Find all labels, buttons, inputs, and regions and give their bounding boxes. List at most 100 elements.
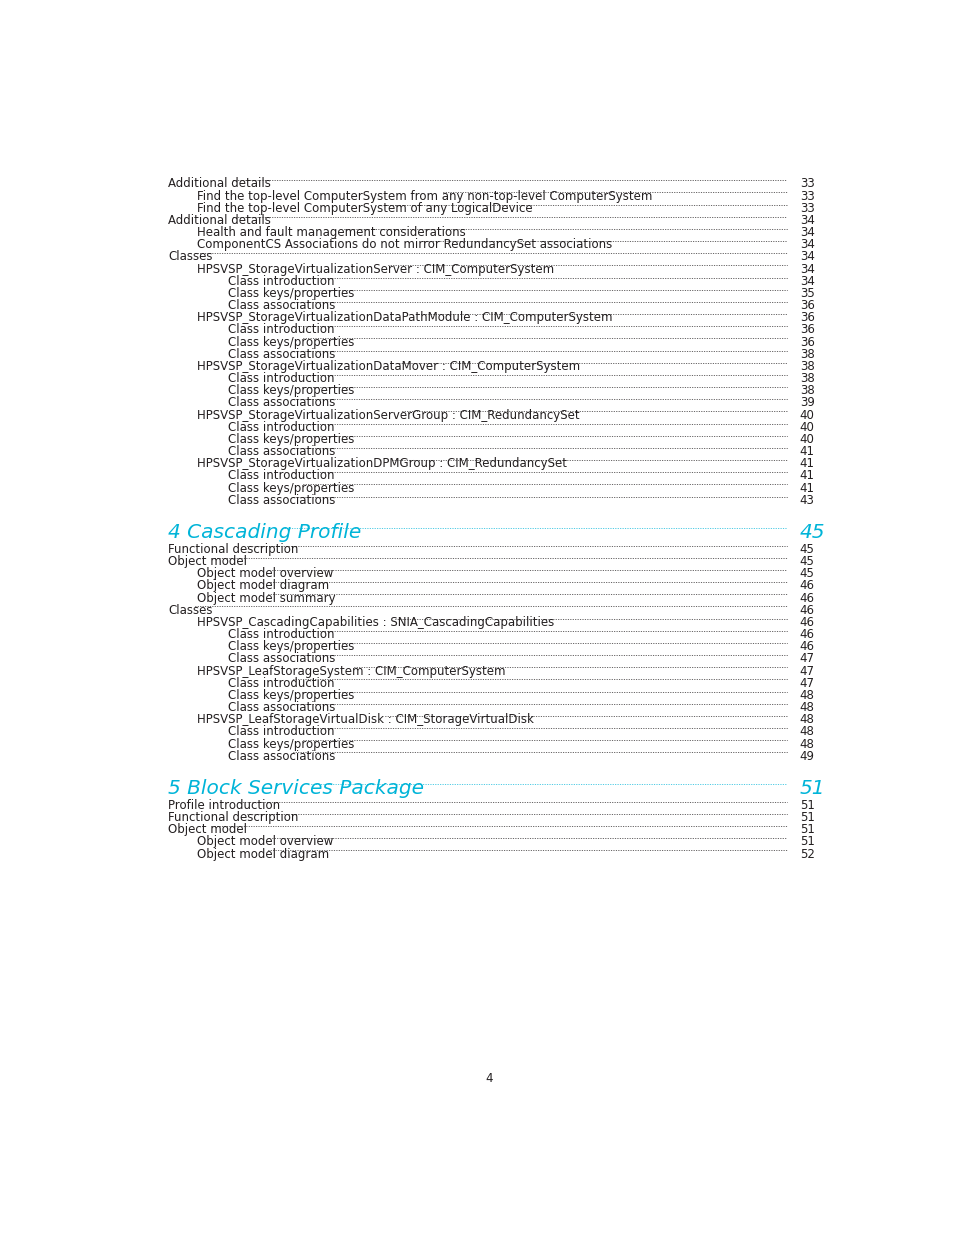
Text: 46: 46 [799, 604, 814, 616]
Text: HPSVSP_StorageVirtualizationDataPathModule : CIM_ComputerSystem: HPSVSP_StorageVirtualizationDataPathModu… [196, 311, 612, 325]
Text: Class associations: Class associations [228, 652, 335, 666]
Text: 40: 40 [799, 409, 814, 421]
Text: 48: 48 [799, 689, 814, 701]
Text: 48: 48 [799, 701, 814, 714]
Text: 33: 33 [799, 190, 814, 203]
Text: Class associations: Class associations [228, 701, 335, 714]
Text: Class introduction: Class introduction [228, 275, 334, 288]
Text: Class introduction: Class introduction [228, 324, 334, 336]
Text: Additional details: Additional details [168, 178, 271, 190]
Text: Class introduction: Class introduction [228, 372, 334, 385]
Text: 45: 45 [799, 543, 814, 556]
Text: 39: 39 [799, 396, 814, 410]
Text: 47: 47 [799, 677, 814, 689]
Text: 33: 33 [799, 178, 814, 190]
Text: 41: 41 [799, 482, 814, 494]
Text: 46: 46 [799, 629, 814, 641]
Text: Find the top-level ComputerSystem from any non-top-level ComputerSystem: Find the top-level ComputerSystem from a… [196, 190, 652, 203]
Text: Object model: Object model [168, 824, 247, 836]
Text: HPSVSP_StorageVirtualizationDPMGroup : CIM_RedundancySet: HPSVSP_StorageVirtualizationDPMGroup : C… [196, 457, 566, 471]
Text: HPSVSP_LeafStorageVirtualDisk : CIM_StorageVirtualDisk: HPSVSP_LeafStorageVirtualDisk : CIM_Stor… [196, 714, 533, 726]
Text: HPSVSP_StorageVirtualizationServerGroup : CIM_RedundancySet: HPSVSP_StorageVirtualizationServerGroup … [196, 409, 578, 421]
Text: Classes: Classes [168, 251, 213, 263]
Text: 51: 51 [799, 799, 814, 811]
Text: 51: 51 [799, 824, 814, 836]
Text: HPSVSP_StorageVirtualizationServer : CIM_ComputerSystem: HPSVSP_StorageVirtualizationServer : CIM… [196, 263, 554, 275]
Text: 4: 4 [485, 1072, 492, 1086]
Text: 51: 51 [799, 779, 824, 798]
Text: 51: 51 [799, 811, 814, 824]
Text: Class keys/properties: Class keys/properties [228, 384, 354, 398]
Text: 48: 48 [799, 737, 814, 751]
Text: Class keys/properties: Class keys/properties [228, 433, 354, 446]
Text: Class introduction: Class introduction [228, 677, 334, 689]
Text: Class introduction: Class introduction [228, 629, 334, 641]
Text: Class keys/properties: Class keys/properties [228, 737, 354, 751]
Text: 46: 46 [799, 579, 814, 593]
Text: 36: 36 [799, 324, 814, 336]
Text: 46: 46 [799, 592, 814, 605]
Text: Class keys/properties: Class keys/properties [228, 640, 354, 653]
Text: 33: 33 [799, 201, 814, 215]
Text: Functional description: Functional description [168, 543, 298, 556]
Text: Class introduction: Class introduction [228, 469, 334, 483]
Text: 41: 41 [799, 457, 814, 471]
Text: 36: 36 [799, 299, 814, 312]
Text: Class keys/properties: Class keys/properties [228, 336, 354, 348]
Text: Object model overview: Object model overview [196, 567, 333, 580]
Text: 38: 38 [799, 348, 814, 361]
Text: Profile introduction: Profile introduction [168, 799, 280, 811]
Text: 4 Cascading Profile: 4 Cascading Profile [168, 522, 361, 542]
Text: ComponentCS Associations do not mirror RedundancySet associations: ComponentCS Associations do not mirror R… [196, 238, 612, 251]
Text: 47: 47 [799, 652, 814, 666]
Text: HPSVSP_LeafStorageSystem : CIM_ComputerSystem: HPSVSP_LeafStorageSystem : CIM_ComputerS… [196, 664, 505, 678]
Text: 49: 49 [799, 750, 814, 763]
Text: Functional description: Functional description [168, 811, 298, 824]
Text: Find the top-level ComputerSystem of any LogicalDevice: Find the top-level ComputerSystem of any… [196, 201, 532, 215]
Text: 40: 40 [799, 421, 814, 433]
Text: Class keys/properties: Class keys/properties [228, 689, 354, 701]
Text: Object model diagram: Object model diagram [196, 579, 329, 593]
Text: 51: 51 [799, 835, 814, 848]
Text: Class keys/properties: Class keys/properties [228, 482, 354, 494]
Text: HPSVSP_CascadingCapabilities : SNIA_CascadingCapabilities: HPSVSP_CascadingCapabilities : SNIA_Casc… [196, 616, 554, 629]
Text: HPSVSP_StorageVirtualizationDataMover : CIM_ComputerSystem: HPSVSP_StorageVirtualizationDataMover : … [196, 359, 579, 373]
Text: 41: 41 [799, 469, 814, 483]
Text: 45: 45 [799, 522, 824, 542]
Text: Class keys/properties: Class keys/properties [228, 287, 354, 300]
Text: Object model overview: Object model overview [196, 835, 333, 848]
Text: 38: 38 [799, 384, 814, 398]
Text: 38: 38 [799, 359, 814, 373]
Text: 40: 40 [799, 433, 814, 446]
Text: Class associations: Class associations [228, 299, 335, 312]
Text: 48: 48 [799, 725, 814, 739]
Text: 52: 52 [799, 847, 814, 861]
Text: 34: 34 [799, 238, 814, 251]
Text: Classes: Classes [168, 604, 213, 616]
Text: Class associations: Class associations [228, 750, 335, 763]
Text: 43: 43 [799, 494, 814, 506]
Text: Class introduction: Class introduction [228, 725, 334, 739]
Text: 38: 38 [799, 372, 814, 385]
Text: 45: 45 [799, 555, 814, 568]
Text: 45: 45 [799, 567, 814, 580]
Text: Class introduction: Class introduction [228, 421, 334, 433]
Text: 5 Block Services Package: 5 Block Services Package [168, 779, 424, 798]
Text: 41: 41 [799, 445, 814, 458]
Text: Class associations: Class associations [228, 396, 335, 410]
Text: 36: 36 [799, 336, 814, 348]
Text: Object model diagram: Object model diagram [196, 847, 329, 861]
Text: 35: 35 [799, 287, 814, 300]
Text: Class associations: Class associations [228, 348, 335, 361]
Text: 34: 34 [799, 226, 814, 240]
Text: Object model summary: Object model summary [196, 592, 335, 605]
Text: Class associations: Class associations [228, 445, 335, 458]
Text: 47: 47 [799, 664, 814, 678]
Text: Health and fault management considerations: Health and fault management consideratio… [196, 226, 465, 240]
Text: Additional details: Additional details [168, 214, 271, 227]
Text: 34: 34 [799, 263, 814, 275]
Text: 34: 34 [799, 214, 814, 227]
Text: 34: 34 [799, 251, 814, 263]
Text: 34: 34 [799, 275, 814, 288]
Text: 46: 46 [799, 616, 814, 629]
